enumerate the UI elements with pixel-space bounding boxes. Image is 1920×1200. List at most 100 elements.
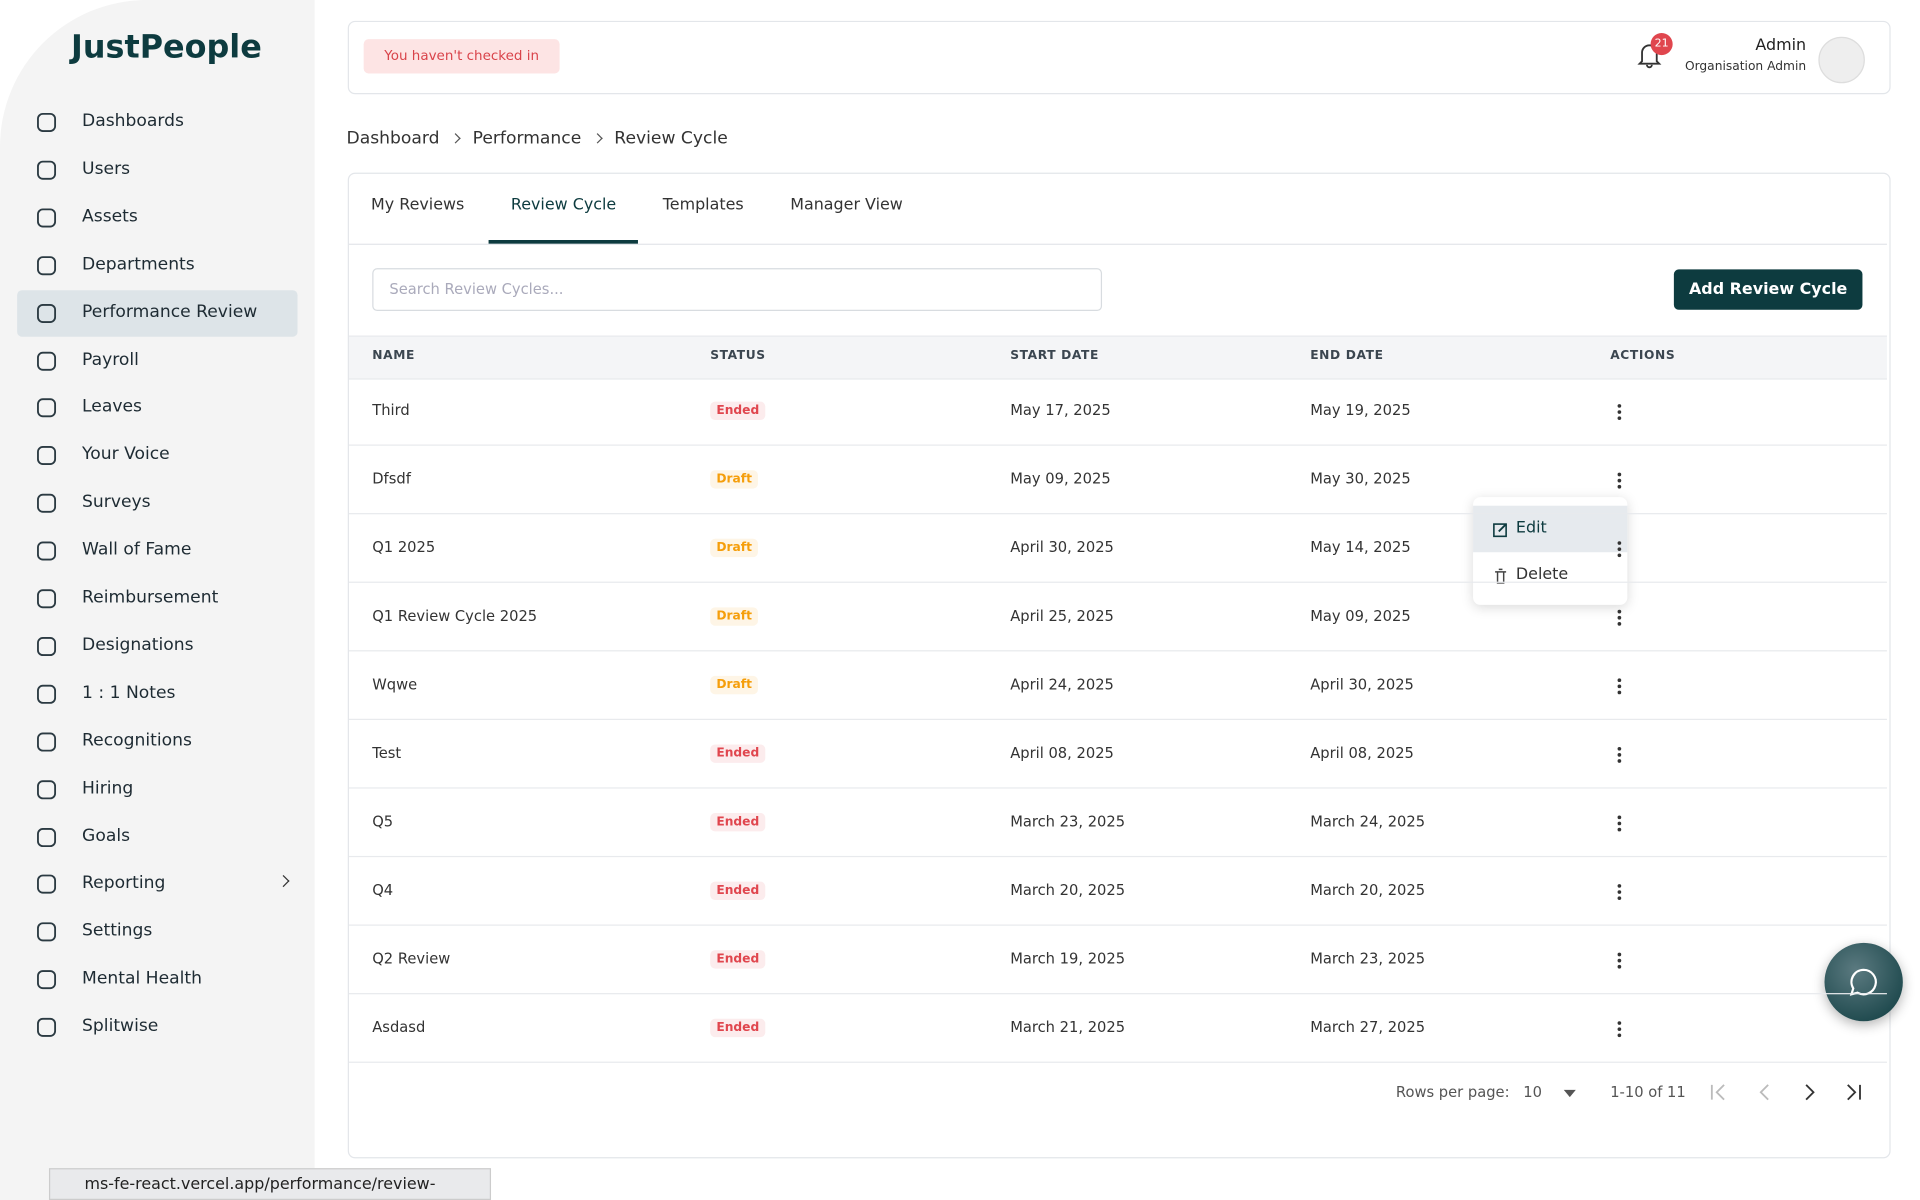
actions-button[interactable] (1617, 952, 1622, 971)
nav-item[interactable]: Hiring (17, 766, 297, 813)
tab[interactable]: My Reviews (371, 195, 465, 215)
status-badge: Ended (710, 950, 766, 969)
status-badge: Draft (710, 470, 759, 489)
topbar (347, 20, 1891, 95)
cell: May 09, 2025 (1010, 470, 1111, 488)
add-button[interactable]: Add Review Cycle (1673, 269, 1863, 310)
nav-icon (37, 255, 57, 275)
cell: March 24, 2025 (1310, 813, 1426, 831)
actions-button[interactable] (1617, 472, 1622, 491)
nav-label: Recognitions (82, 730, 192, 751)
menu-delete[interactable]: Delete (1515, 565, 1569, 585)
nav-item[interactable]: Payroll (17, 337, 297, 384)
nav-icon (37, 684, 57, 704)
nav-label: Users (82, 159, 131, 179)
cell: April 25, 2025 (1010, 607, 1114, 625)
nav-item[interactable]: Designations (17, 623, 297, 670)
actions-button[interactable] (1617, 609, 1622, 628)
nav-item[interactable]: Departments (17, 242, 297, 289)
menu-edit[interactable]: Edit (1515, 519, 1547, 538)
tab-indicator (488, 240, 639, 244)
nav-item[interactable]: Surveys (17, 480, 297, 527)
status-badge: Ended (710, 744, 766, 763)
nav-icon (37, 351, 57, 371)
nav-label: Performance Review (82, 301, 258, 322)
row-divider (348, 787, 1887, 789)
cell: April 30, 2025 (1310, 675, 1414, 694)
nav-icon (37, 446, 57, 466)
tab[interactable]: Manager View (790, 195, 903, 215)
nav-item[interactable]: Recognitions (17, 718, 297, 765)
status-url: ms-fe-react.vercel.app/performance/revie… (48, 1168, 492, 1200)
nav-label: Assets (82, 206, 138, 227)
actions-button[interactable] (1617, 541, 1622, 559)
column-header: NAME (372, 348, 415, 363)
user-name: Admin (1755, 36, 1807, 56)
expand-arrow (277, 875, 290, 888)
nav-label: 1 : 1 Notes (82, 683, 176, 703)
nav-item[interactable]: Reimbursement (17, 576, 297, 623)
column-header: STATUS (710, 348, 766, 363)
nav-item[interactable]: Reporting (17, 861, 297, 908)
nav-item[interactable]: Performance Review (17, 289, 298, 337)
content-card (347, 172, 1891, 1159)
cell: May 09, 2025 (1310, 607, 1411, 625)
cell: Test (372, 744, 402, 762)
cell: March 21, 2025 (1010, 1018, 1126, 1036)
nav-label: Splitwise (82, 1016, 159, 1037)
status-badge: Ended (710, 813, 766, 832)
row-divider (348, 513, 1887, 515)
nav-item[interactable]: Splitwise (17, 1004, 297, 1051)
cell: March 20, 2025 (1310, 881, 1426, 899)
nav-icon (37, 494, 57, 513)
sidebar (0, 0, 315, 1200)
nav-item[interactable]: Mental Health (17, 957, 297, 1004)
nav-item[interactable]: Settings (17, 909, 297, 956)
actions-button[interactable] (1617, 746, 1622, 765)
nav-icon (37, 160, 57, 180)
chat-button[interactable] (1824, 942, 1903, 1022)
nav-label: Your Voice (82, 444, 170, 465)
checkin-notice[interactable]: You haven't checked in (363, 39, 560, 74)
cell: April 24, 2025 (1010, 675, 1114, 694)
nav-item[interactable]: Dashboards (17, 99, 297, 146)
nav-icon (37, 875, 57, 895)
nav-item[interactable]: Wall of Fame (17, 528, 297, 575)
tab[interactable]: Templates (662, 195, 744, 215)
pager-buttons[interactable] (1709, 1082, 1868, 1102)
nav-icon (37, 1017, 57, 1037)
actions-button[interactable] (1617, 1021, 1622, 1039)
breadcrumb-item[interactable]: Performance (472, 128, 582, 149)
row-divider (348, 993, 1887, 995)
actions-button[interactable] (1617, 404, 1622, 422)
actions-button[interactable] (1617, 884, 1622, 902)
nav-item[interactable]: Leaves (17, 385, 297, 432)
user-role: Organisation Admin (1684, 60, 1807, 74)
nav-icon (37, 398, 57, 418)
avatar[interactable] (1818, 36, 1865, 84)
cell: Asdasd (372, 1018, 426, 1036)
row-divider (348, 444, 1887, 446)
search-box[interactable]: Search Review Cycles... (372, 268, 1103, 312)
nav-item[interactable]: Users (17, 147, 297, 194)
nav-icon (37, 970, 57, 990)
nav-label: Surveys (82, 492, 151, 513)
cell: May 14, 2025 (1310, 538, 1411, 556)
nav-icon (37, 303, 57, 323)
actions-button[interactable] (1617, 815, 1622, 834)
tab[interactable]: Review Cycle (510, 195, 617, 215)
breadcrumb-item[interactable]: Dashboard (346, 128, 440, 149)
rows-per-page[interactable]: 10 (1523, 1083, 1542, 1101)
column-header: END DATE (1310, 348, 1384, 363)
nav-item[interactable]: 1 : 1 Notes (17, 671, 297, 718)
nav-label: Reimbursement (82, 587, 219, 608)
row-divider (348, 650, 1887, 652)
status-badge: Ended (710, 1018, 766, 1038)
actions-button[interactable] (1617, 678, 1622, 696)
nav-item[interactable]: Your Voice (17, 433, 297, 480)
cell: Q1 Review Cycle 2025 (372, 607, 538, 625)
nav-item[interactable]: Goals (17, 814, 297, 861)
brand: JustPeople (71, 29, 262, 67)
nav-item[interactable]: Assets (17, 194, 297, 241)
